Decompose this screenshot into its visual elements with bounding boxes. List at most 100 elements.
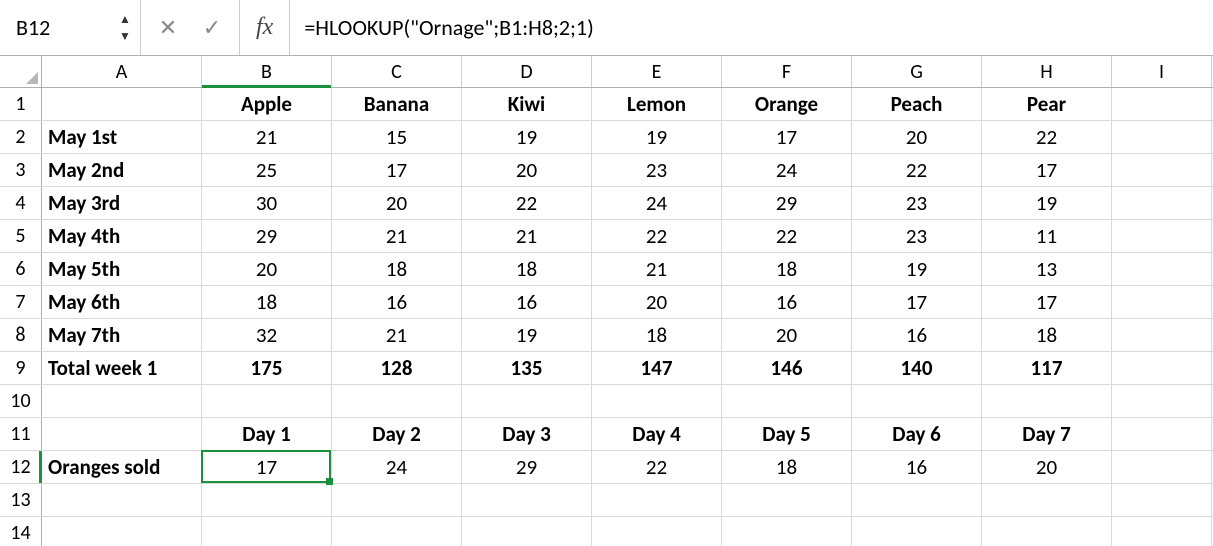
col-header-G[interactable]: G [852, 56, 982, 87]
cell-C13[interactable] [332, 484, 462, 516]
cell-C4[interactable]: 20 [332, 187, 462, 219]
cell-E7[interactable]: 20 [592, 286, 722, 318]
cell-F10[interactable] [722, 385, 852, 417]
cell-C14[interactable] [332, 517, 462, 546]
cell-D12[interactable]: 29 [462, 451, 592, 483]
cell-B11[interactable]: Day 1 [202, 418, 332, 450]
cell-G14[interactable] [852, 517, 982, 546]
row-header-6[interactable]: 6 [0, 253, 42, 285]
col-header-H[interactable]: H [982, 56, 1112, 87]
cell-A2[interactable]: May 1st [42, 121, 202, 153]
row-header-7[interactable]: 7 [0, 286, 42, 318]
cell-H14[interactable] [982, 517, 1112, 546]
cell-G3[interactable]: 22 [852, 154, 982, 186]
col-header-I[interactable]: I [1112, 56, 1212, 87]
cell-G2[interactable]: 20 [852, 121, 982, 153]
select-all-corner[interactable] [0, 56, 42, 87]
cell-B2[interactable]: 21 [202, 121, 332, 153]
cell-I12[interactable] [1112, 451, 1212, 483]
cell-H11[interactable]: Day 7 [982, 418, 1112, 450]
cell-I2[interactable] [1112, 121, 1212, 153]
formula-input[interactable]: =HLOOKUP("Ornage";B1:H8;2;1) [290, 0, 1213, 55]
cell-C6[interactable]: 18 [332, 253, 462, 285]
row-header-5[interactable]: 5 [0, 220, 42, 252]
row-header-8[interactable]: 8 [0, 319, 42, 351]
row-header-12[interactable]: 12 [0, 451, 42, 483]
cell-H10[interactable] [982, 385, 1112, 417]
cell-F12[interactable]: 18 [722, 451, 852, 483]
cell-H2[interactable]: 22 [982, 121, 1112, 153]
col-header-C[interactable]: C [332, 56, 462, 87]
cell-D11[interactable]: Day 3 [462, 418, 592, 450]
cell-C11[interactable]: Day 2 [332, 418, 462, 450]
cell-F14[interactable] [722, 517, 852, 546]
cell-D3[interactable]: 20 [462, 154, 592, 186]
col-header-B[interactable]: B [202, 56, 332, 87]
cell-E14[interactable] [592, 517, 722, 546]
cell-H8[interactable]: 18 [982, 319, 1112, 351]
cell-E2[interactable]: 19 [592, 121, 722, 153]
col-header-A[interactable]: A [42, 56, 202, 87]
cell-B5[interactable]: 29 [202, 220, 332, 252]
cell-I7[interactable] [1112, 286, 1212, 318]
row-header-4[interactable]: 4 [0, 187, 42, 219]
cell-D14[interactable] [462, 517, 592, 546]
cell-E4[interactable]: 24 [592, 187, 722, 219]
stepper-up-icon[interactable]: ▲ [114, 11, 136, 28]
cell-E3[interactable]: 23 [592, 154, 722, 186]
cell-A12[interactable]: Oranges sold [42, 451, 202, 483]
cell-H1[interactable]: Pear [982, 88, 1112, 120]
fx-label[interactable]: fx [240, 0, 290, 55]
cell-D13[interactable] [462, 484, 592, 516]
cell-G13[interactable] [852, 484, 982, 516]
cell-F5[interactable]: 22 [722, 220, 852, 252]
cell-A13[interactable] [42, 484, 202, 516]
cell-A6[interactable]: May 5th [42, 253, 202, 285]
col-header-F[interactable]: F [722, 56, 852, 87]
cell-B4[interactable]: 30 [202, 187, 332, 219]
cell-D4[interactable]: 22 [462, 187, 592, 219]
cell-F6[interactable]: 18 [722, 253, 852, 285]
cell-E6[interactable]: 21 [592, 253, 722, 285]
cell-G10[interactable] [852, 385, 982, 417]
cell-E10[interactable] [592, 385, 722, 417]
cell-I9[interactable] [1112, 352, 1212, 384]
stepper-down-icon[interactable]: ▼ [114, 28, 136, 45]
cell-D8[interactable]: 19 [462, 319, 592, 351]
cell-I11[interactable] [1112, 418, 1212, 450]
cell-B8[interactable]: 32 [202, 319, 332, 351]
cell-B7[interactable]: 18 [202, 286, 332, 318]
cell-A14[interactable] [42, 517, 202, 546]
cell-I1[interactable] [1112, 88, 1212, 120]
cell-H13[interactable] [982, 484, 1112, 516]
cell-G9[interactable]: 140 [852, 352, 982, 384]
cell-C7[interactable]: 16 [332, 286, 462, 318]
cell-C2[interactable]: 15 [332, 121, 462, 153]
cell-I13[interactable] [1112, 484, 1212, 516]
cell-C3[interactable]: 17 [332, 154, 462, 186]
cell-E13[interactable] [592, 484, 722, 516]
name-box[interactable]: B12 [10, 11, 110, 45]
cell-B10[interactable] [202, 385, 332, 417]
cell-I4[interactable] [1112, 187, 1212, 219]
cell-I6[interactable] [1112, 253, 1212, 285]
cell-I14[interactable] [1112, 517, 1212, 546]
cell-F1[interactable]: Orange [722, 88, 852, 120]
cell-A1[interactable] [42, 88, 202, 120]
cell-B12[interactable]: 17 [202, 451, 332, 483]
cell-A10[interactable] [42, 385, 202, 417]
cell-A9[interactable]: Total week 1 [42, 352, 202, 384]
cell-A3[interactable]: May 2nd [42, 154, 202, 186]
cell-I5[interactable] [1112, 220, 1212, 252]
cell-E12[interactable]: 22 [592, 451, 722, 483]
cell-H6[interactable]: 13 [982, 253, 1112, 285]
cell-F4[interactable]: 29 [722, 187, 852, 219]
cell-G5[interactable]: 23 [852, 220, 982, 252]
row-header-13[interactable]: 13 [0, 484, 42, 516]
cell-B1[interactable]: Apple [202, 88, 332, 120]
cell-E9[interactable]: 147 [592, 352, 722, 384]
cell-H4[interactable]: 19 [982, 187, 1112, 219]
cell-H9[interactable]: 117 [982, 352, 1112, 384]
cell-C9[interactable]: 128 [332, 352, 462, 384]
cell-F11[interactable]: Day 5 [722, 418, 852, 450]
